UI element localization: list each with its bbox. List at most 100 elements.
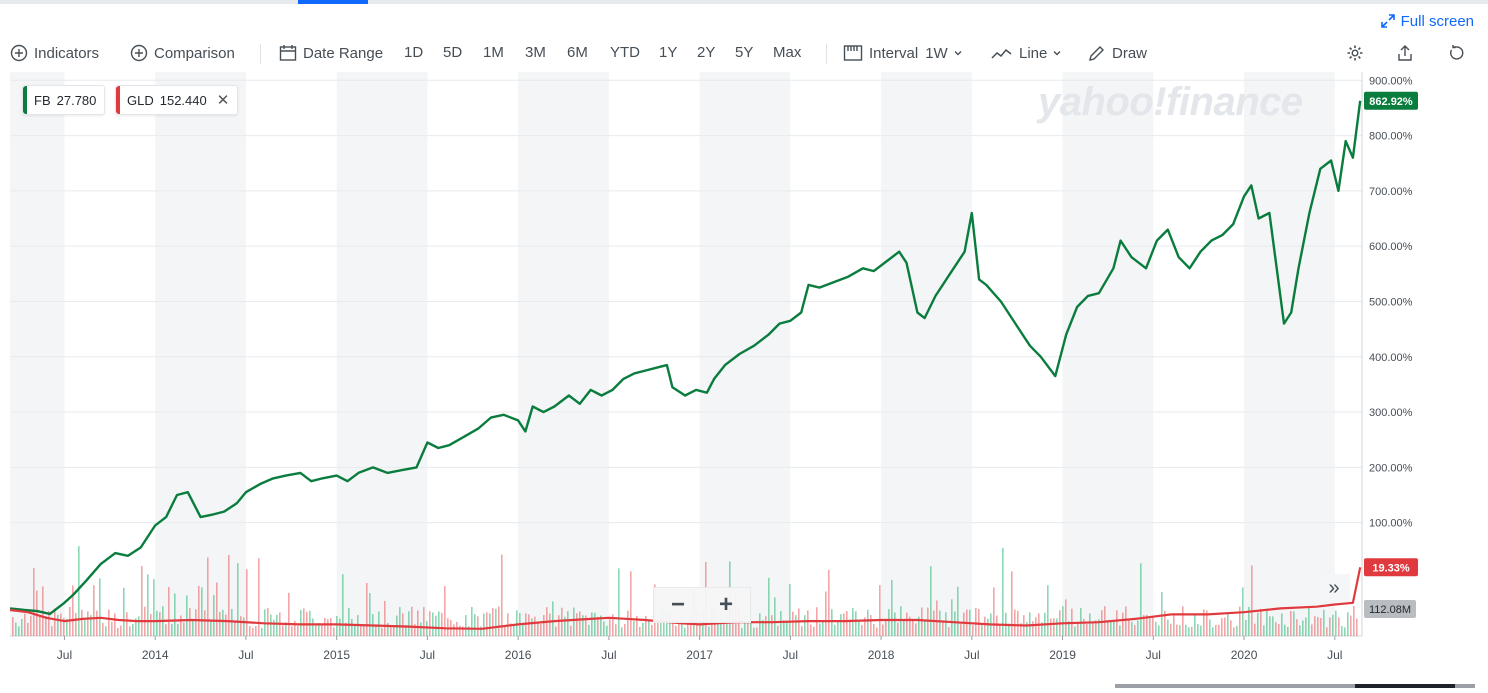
volume-bar: [426, 621, 428, 636]
volume-bar: [864, 617, 866, 636]
fullscreen-button[interactable]: Full screen: [1380, 10, 1474, 32]
volume-bar: [1179, 625, 1181, 636]
share-button[interactable]: [1396, 44, 1420, 62]
volume-bar: [120, 625, 122, 636]
range-3m[interactable]: 3M: [525, 44, 546, 61]
legend-chip-gld[interactable]: GLD 152.440 ✕: [115, 85, 239, 115]
chart-area[interactable]: 100.00% 200.00% 300.00% 400.00% 500.00% 600.0…: [9, 72, 1476, 688]
time-band: [518, 72, 609, 636]
volume-bar: [915, 623, 917, 636]
time-band: [10, 72, 65, 636]
scroll-to-latest-button[interactable]: »: [1318, 574, 1350, 602]
volume-bar: [402, 613, 404, 636]
volume-bar: [1203, 609, 1205, 636]
volume-bar: [171, 623, 173, 636]
volume-bar: [477, 616, 479, 636]
range-1m[interactable]: 1M: [483, 44, 504, 61]
volume-bar: [948, 627, 950, 636]
volume-bar: [237, 563, 239, 636]
volume-bar: [579, 611, 581, 636]
settings-button[interactable]: [1346, 44, 1370, 62]
volume-bar: [720, 614, 722, 636]
legend-chip-fb[interactable]: FB 27.780: [22, 85, 106, 115]
volume-bar: [414, 624, 416, 636]
volume-bar: [348, 608, 350, 636]
volume-bar: [108, 609, 110, 636]
indicators-button[interactable]: Indicators: [10, 44, 99, 62]
volume-bar: [1209, 619, 1211, 636]
range-2y[interactable]: 2Y: [697, 44, 716, 61]
volume-bar: [1356, 618, 1358, 636]
volume-bar: [1194, 614, 1196, 636]
yahoo-finance-watermark: yahoo!finance: [1038, 80, 1303, 124]
volume-bar: [1182, 606, 1184, 636]
reset-button[interactable]: [1447, 44, 1471, 62]
volume-bar: [93, 585, 95, 636]
volume-bar: [768, 577, 770, 636]
range-6m[interactable]: 6M: [567, 44, 588, 61]
volume-bar: [24, 613, 26, 636]
volume-bar: [783, 620, 785, 636]
volume-bar: [474, 614, 476, 636]
volume-bar: [795, 615, 797, 636]
volume-bar: [90, 615, 92, 636]
volume-bar: [210, 620, 212, 636]
comparison-chart[interactable]: 100.00% 200.00% 300.00% 400.00% 500.00% 600.0…: [9, 72, 1476, 688]
range-1d[interactable]: 1D: [404, 44, 424, 61]
volume-bar: [552, 601, 554, 636]
range-5d[interactable]: 5D: [443, 44, 463, 61]
volume-bar: [36, 590, 38, 636]
chart-type-label: Line: [1019, 44, 1048, 62]
volume-bar: [1266, 608, 1268, 636]
volume-bar: [417, 610, 419, 636]
volume-bar: [75, 612, 77, 636]
volume-bar: [1011, 571, 1013, 636]
volume-bar: [861, 625, 863, 636]
volume-bar: [912, 618, 914, 636]
volume-bar: [741, 627, 743, 636]
volume-bar: [30, 615, 32, 636]
last-value-label-fb: 862.92%: [1369, 96, 1413, 108]
volume-bar: [1062, 606, 1064, 636]
volume-bar: [918, 616, 920, 636]
interval-dropdown[interactable]: Interval 1W: [843, 44, 970, 62]
volume-bar: [258, 558, 260, 636]
range-ytd[interactable]: YTD: [610, 44, 640, 61]
chart-type-dropdown[interactable]: Line: [991, 44, 1069, 62]
volume-bar: [972, 625, 974, 636]
volume-bar: [753, 627, 755, 636]
volume-badge: [1364, 600, 1416, 618]
zoom-out-button[interactable]: −: [670, 591, 685, 618]
volume-bar: [471, 607, 473, 636]
volume-bar: [960, 623, 962, 636]
scrollbar-thumb[interactable]: [1355, 684, 1455, 688]
volume-bar: [1113, 620, 1115, 636]
volume-bar: [558, 615, 560, 636]
date-range-button[interactable]: Date Range: [279, 44, 383, 62]
volume-bar: [585, 615, 587, 636]
remove-comparison-close-icon[interactable]: ✕: [216, 92, 230, 109]
zoom-in-button[interactable]: +: [718, 591, 733, 618]
volume-bar: [594, 612, 596, 636]
volume-bar: [723, 620, 725, 636]
volume-bar: [201, 587, 203, 636]
volume-bar: [1329, 617, 1331, 636]
volume-bar: [48, 610, 50, 636]
range-max[interactable]: Max: [773, 44, 802, 61]
draw-button[interactable]: Draw: [1088, 44, 1147, 62]
volume-bar: [123, 587, 125, 636]
range-1y[interactable]: 1Y: [659, 44, 678, 61]
volume-bar: [846, 610, 848, 636]
volume-bar: [246, 569, 248, 636]
volume-bar: [81, 609, 83, 636]
volume-bar: [1017, 610, 1019, 636]
volume-bar: [102, 622, 104, 636]
volume-bar: [1122, 612, 1124, 636]
horizontal-scrollbar[interactable]: [1115, 684, 1475, 688]
indicators-label: Indicators: [34, 44, 100, 62]
range-5y[interactable]: 5Y: [735, 44, 754, 61]
comparison-button[interactable]: Comparison: [130, 44, 235, 62]
volume-bar: [1269, 616, 1271, 636]
volume-bar: [492, 608, 494, 636]
x-tick-label: Jul: [57, 648, 72, 662]
